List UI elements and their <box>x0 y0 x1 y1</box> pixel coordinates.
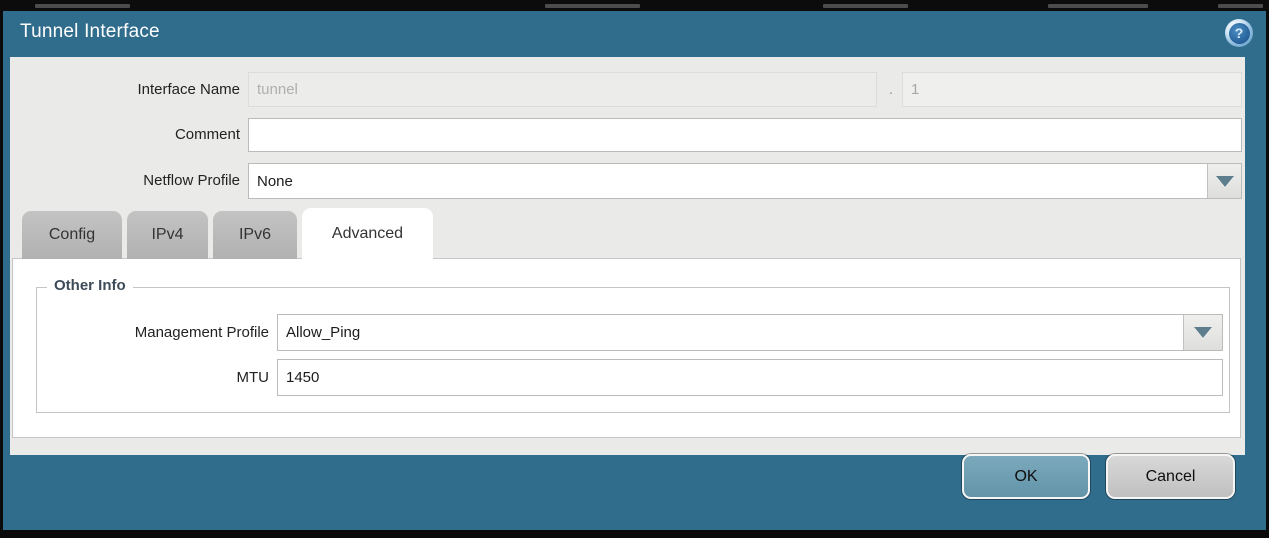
comment-input[interactable] <box>248 118 1242 152</box>
interface-unit-input <box>902 72 1242 107</box>
tab-advanced[interactable]: Advanced <box>302 208 433 260</box>
background-text-fragment <box>1218 4 1263 8</box>
tunnel-interface-dialog: Tunnel Interface ? Interface Name . Comm… <box>3 11 1266 530</box>
cancel-button[interactable]: Cancel <box>1106 454 1235 499</box>
netflow-profile-select[interactable]: None <box>248 163 1242 199</box>
dialog-title: Tunnel Interface <box>20 21 160 42</box>
dialog-titlebar: Tunnel Interface ? <box>3 11 1266 57</box>
netflow-profile-label: Netflow Profile <box>143 172 240 189</box>
mtu-input[interactable] <box>277 359 1223 396</box>
background-text-fragment <box>823 4 908 8</box>
background-page-strip <box>0 0 1269 11</box>
chevron-down-icon <box>1215 175 1234 187</box>
question-mark-glyph: ? <box>1228 22 1250 44</box>
netflow-profile-dropdown-button[interactable] <box>1207 164 1241 198</box>
management-profile-value: Allow_Ping <box>286 324 361 341</box>
tab-ipv4[interactable]: IPv4 <box>127 211 208 259</box>
ok-button[interactable]: OK <box>962 454 1090 499</box>
management-profile-label: Management Profile <box>134 324 269 341</box>
comment-label: Comment <box>174 126 240 143</box>
netflow-profile-value: None <box>257 172 293 190</box>
help-icon[interactable]: ? <box>1225 19 1253 47</box>
management-profile-select[interactable]: Allow_Ping <box>277 314 1223 351</box>
tab-ipv6[interactable]: IPv6 <box>213 211 297 259</box>
interface-name-separator: . <box>888 81 894 98</box>
background-text-fragment <box>1048 4 1148 8</box>
interface-name-input <box>248 72 877 107</box>
other-info-legend: Other Info <box>47 277 133 294</box>
background-text-fragment <box>545 4 640 8</box>
tab-config[interactable]: Config <box>22 211 122 259</box>
chevron-down-icon <box>1194 327 1212 338</box>
other-info-groupbox: Other Info Management Profile Allow_Ping… <box>36 277 1230 413</box>
interface-name-label: Interface Name <box>137 81 240 98</box>
background-text-fragment <box>35 4 130 8</box>
dialog-body: Interface Name . Comment Netflow Profile… <box>10 57 1245 455</box>
mtu-label: MTU <box>236 369 270 386</box>
management-profile-dropdown-button[interactable] <box>1183 315 1222 350</box>
